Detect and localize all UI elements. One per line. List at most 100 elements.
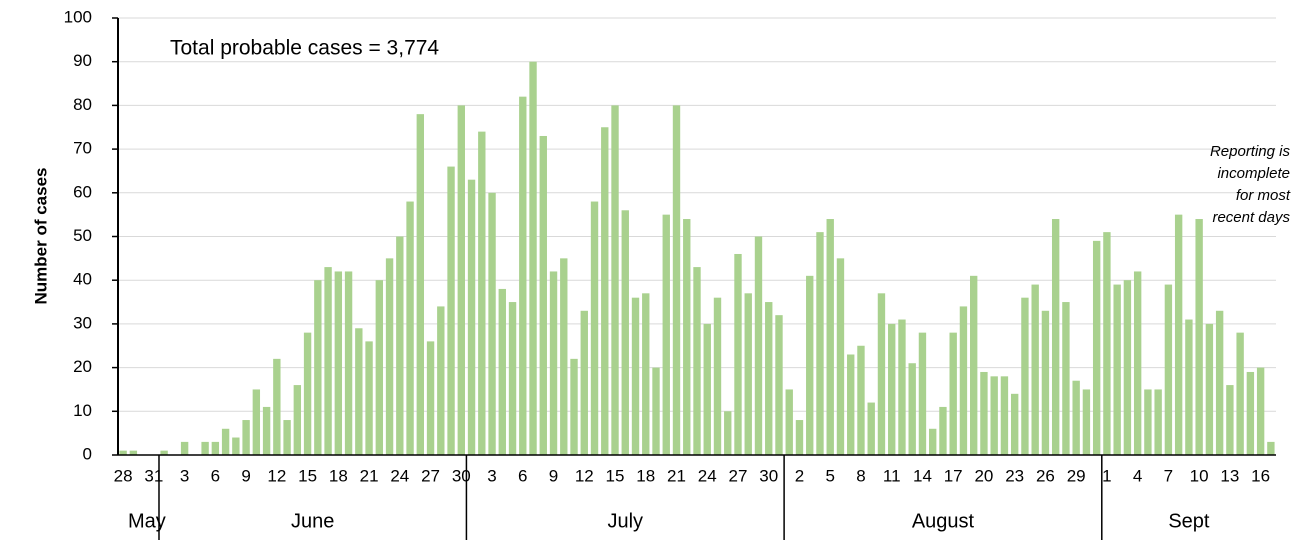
bar bbox=[1174, 214, 1183, 455]
x-tick-label: 1 bbox=[1102, 466, 1111, 485]
bar bbox=[1267, 441, 1275, 455]
x-tick-label: 3 bbox=[487, 466, 496, 485]
bar bbox=[703, 323, 711, 455]
bar bbox=[416, 114, 424, 455]
bar bbox=[180, 441, 189, 455]
bar bbox=[1062, 302, 1070, 455]
bar bbox=[1082, 389, 1091, 455]
bar bbox=[857, 345, 865, 455]
month-label: August bbox=[912, 510, 975, 532]
bar bbox=[119, 450, 127, 455]
y-tick-label: 40 bbox=[73, 270, 92, 289]
bar bbox=[467, 179, 476, 455]
bar bbox=[888, 323, 896, 455]
bar bbox=[959, 306, 968, 455]
annotation: Total probable cases = 3,774 bbox=[170, 37, 439, 60]
bar bbox=[324, 267, 332, 455]
bar bbox=[826, 219, 834, 455]
x-tick-label: 21 bbox=[667, 466, 686, 485]
y-tick-label: 50 bbox=[73, 226, 92, 245]
x-tick-label: 29 bbox=[1067, 466, 1086, 485]
bar bbox=[795, 420, 804, 455]
bar bbox=[631, 297, 640, 455]
note: recent days bbox=[1212, 209, 1290, 226]
y-tick-label: 0 bbox=[83, 444, 92, 463]
x-tick-label: 12 bbox=[575, 466, 594, 485]
bar bbox=[252, 389, 261, 455]
bar bbox=[1123, 280, 1132, 455]
bar bbox=[1164, 284, 1173, 455]
bar bbox=[816, 232, 824, 455]
y-tick-label: 70 bbox=[73, 139, 92, 158]
bar bbox=[1103, 232, 1111, 455]
month-label: July bbox=[607, 510, 643, 532]
bar bbox=[1031, 284, 1039, 455]
bar bbox=[990, 376, 998, 455]
bar bbox=[806, 275, 814, 455]
bar bbox=[129, 450, 138, 455]
x-tick-label: 3 bbox=[180, 466, 189, 485]
bar bbox=[744, 293, 752, 455]
bar bbox=[683, 219, 691, 455]
x-tick-label: 5 bbox=[825, 466, 834, 485]
bar bbox=[918, 332, 927, 455]
bar bbox=[201, 441, 209, 455]
bar bbox=[898, 319, 906, 455]
x-tick-label: 9 bbox=[549, 466, 558, 485]
x-tick-label: 9 bbox=[241, 466, 250, 485]
month-label: Sept bbox=[1168, 510, 1210, 532]
bar bbox=[396, 236, 404, 455]
bar bbox=[334, 271, 343, 455]
x-tick-label: 4 bbox=[1133, 466, 1142, 485]
bar bbox=[437, 306, 445, 455]
x-tick-label: 11 bbox=[883, 466, 901, 485]
bar bbox=[775, 315, 783, 455]
bar bbox=[1185, 319, 1193, 455]
bar bbox=[560, 258, 568, 455]
y-axis-label: Number of cases bbox=[31, 168, 50, 305]
bar bbox=[611, 105, 619, 456]
x-tick-label: 21 bbox=[360, 466, 379, 485]
x-tick-label: 14 bbox=[913, 466, 932, 485]
x-tick-label: 18 bbox=[329, 466, 348, 485]
bar bbox=[303, 332, 312, 455]
bar bbox=[754, 236, 763, 455]
bar bbox=[211, 441, 220, 455]
x-tick-label: 23 bbox=[1005, 466, 1024, 485]
bar bbox=[539, 135, 547, 456]
bar bbox=[580, 310, 588, 455]
bar bbox=[601, 127, 609, 455]
bar bbox=[160, 450, 168, 455]
bar bbox=[642, 293, 650, 455]
bar bbox=[980, 371, 988, 455]
bar bbox=[836, 258, 845, 455]
bar bbox=[847, 354, 855, 455]
bar bbox=[1051, 219, 1060, 455]
bar bbox=[406, 201, 414, 455]
bar bbox=[1246, 371, 1255, 455]
bar bbox=[385, 258, 394, 455]
bar bbox=[508, 302, 517, 455]
x-tick-label: 18 bbox=[636, 466, 655, 485]
y-tick-label: 10 bbox=[73, 401, 92, 420]
bar bbox=[1113, 284, 1121, 455]
bar bbox=[1072, 380, 1080, 455]
x-tick-label: 17 bbox=[944, 466, 963, 485]
bar bbox=[693, 267, 701, 455]
bar bbox=[929, 428, 937, 455]
bar bbox=[877, 293, 886, 455]
bar bbox=[283, 420, 291, 455]
x-tick-label: 7 bbox=[1164, 466, 1173, 485]
month-label: June bbox=[291, 510, 334, 532]
x-tick-label: 24 bbox=[390, 466, 409, 485]
bar bbox=[1195, 219, 1203, 455]
bar bbox=[590, 201, 599, 455]
y-tick-label: 90 bbox=[73, 51, 92, 70]
month-label: May bbox=[128, 510, 166, 532]
bar bbox=[765, 302, 773, 455]
bar bbox=[867, 402, 875, 455]
bar bbox=[1010, 393, 1019, 455]
bar bbox=[724, 411, 732, 455]
x-tick-label: 8 bbox=[856, 466, 865, 485]
